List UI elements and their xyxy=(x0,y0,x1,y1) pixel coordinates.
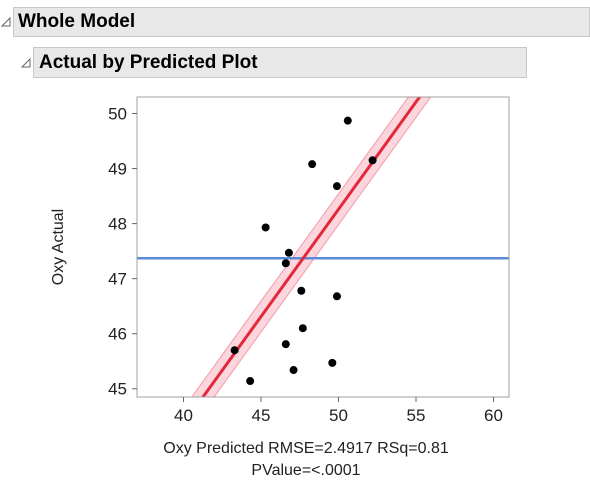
data-point[interactable] xyxy=(289,366,298,375)
data-point[interactable] xyxy=(281,259,290,268)
y-tick-label: 47 xyxy=(108,270,127,289)
x-axis-title-line2: PValue=<.0001 xyxy=(251,462,360,479)
data-point[interactable] xyxy=(332,182,341,191)
data-point[interactable] xyxy=(298,324,307,333)
data-point[interactable] xyxy=(368,156,377,165)
x-tick-label: 45 xyxy=(252,406,271,425)
disclosure-triangle-icon[interactable] xyxy=(20,57,32,69)
data-point[interactable] xyxy=(281,340,290,349)
x-tick-label: 50 xyxy=(329,406,348,425)
data-point[interactable] xyxy=(297,286,306,295)
actual-by-predicted-title: Actual by Predicted Plot xyxy=(39,51,258,73)
y-tick-label: 45 xyxy=(108,380,127,399)
confidence-band-lower-edge xyxy=(213,97,432,397)
x-tick-label: 55 xyxy=(407,406,426,425)
y-axis-title: Oxy Actual xyxy=(50,209,67,285)
fit-line xyxy=(201,97,422,397)
data-point[interactable] xyxy=(332,292,341,301)
y-tick-label: 46 xyxy=(108,325,127,344)
whole-model-title: Whole Model xyxy=(18,11,136,32)
x-tick-label: 60 xyxy=(484,406,503,425)
whole-model-header[interactable]: Whole Model xyxy=(13,7,590,37)
x-tick-label: 40 xyxy=(174,406,193,425)
x-axis-title: Oxy Predicted RMSE=2.4917 RSq=0.81 xyxy=(163,440,449,457)
plot-frame xyxy=(136,96,510,398)
data-point[interactable] xyxy=(343,116,352,125)
data-point[interactable] xyxy=(328,358,337,367)
data-point[interactable] xyxy=(246,377,255,386)
data-point[interactable] xyxy=(284,248,293,257)
y-tick-label: 50 xyxy=(108,105,127,124)
actual-by-predicted-header[interactable]: Actual by Predicted Plot xyxy=(33,47,527,78)
y-tick-label: 49 xyxy=(108,160,127,179)
disclosure-triangle-icon[interactable] xyxy=(0,16,12,28)
data-point[interactable] xyxy=(308,160,317,169)
data-point[interactable] xyxy=(230,346,239,355)
confidence-band-upper-edge xyxy=(191,97,410,397)
y-tick-label: 48 xyxy=(108,215,127,234)
data-point[interactable] xyxy=(261,223,270,232)
